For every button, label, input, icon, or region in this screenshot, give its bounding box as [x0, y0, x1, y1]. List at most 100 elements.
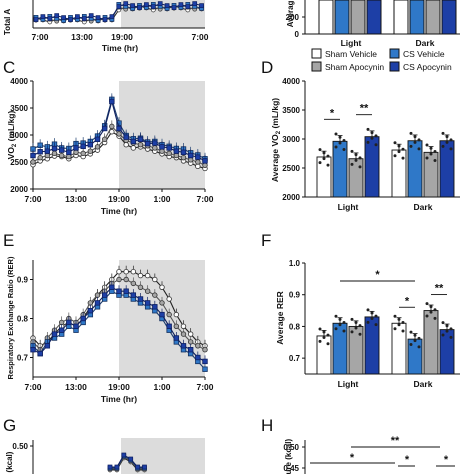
- data-point: [73, 145, 79, 151]
- x-tick-label: 13:00: [65, 382, 87, 392]
- bar-dot: [338, 323, 342, 327]
- bar-dot: [370, 131, 374, 135]
- bar-dot: [318, 327, 322, 331]
- y-tick-label: 0.7: [17, 354, 29, 363]
- panel-g-y-tick-050: 0.50: [12, 442, 28, 451]
- bar-dot: [326, 333, 330, 337]
- bar-dot: [366, 140, 370, 144]
- significance-label: *: [330, 107, 335, 119]
- bar-dot: [374, 134, 378, 138]
- panel-b-y-label: Averag: [286, 0, 295, 27]
- data-point: [47, 16, 53, 21]
- bar-dot: [401, 320, 405, 324]
- bar-dot: [338, 135, 342, 139]
- data-point: [123, 276, 129, 283]
- y-tick-label: 3000: [282, 135, 300, 144]
- data-point: [80, 143, 86, 150]
- data-point: [116, 4, 122, 9]
- panel-letter-f: F: [261, 231, 271, 250]
- data-point: [37, 149, 43, 155]
- data-point: [152, 292, 158, 298]
- data-point: [137, 5, 142, 10]
- data-point: [58, 147, 65, 153]
- data-point: [137, 284, 144, 290]
- data-point: [66, 153, 72, 160]
- data-point: [88, 13, 94, 18]
- bar-dot: [401, 329, 405, 333]
- data-point: [33, 17, 39, 22]
- data-point: [58, 152, 65, 159]
- data-point: [144, 2, 149, 7]
- data-point: [40, 14, 46, 19]
- bar-dot: [334, 314, 338, 318]
- bar-dot: [318, 161, 322, 165]
- data-point: [101, 125, 108, 132]
- data-point: [123, 134, 129, 140]
- bar-dot: [326, 154, 330, 158]
- data-point: [185, 4, 191, 9]
- data-point: [116, 125, 122, 132]
- legend-label-cs-apocynin: CS Apocynin: [403, 62, 452, 72]
- data-point: [195, 163, 201, 170]
- data-point: [144, 300, 151, 306]
- bar-dot: [350, 162, 354, 166]
- bar-dot: [358, 165, 362, 169]
- bar-dot: [326, 342, 330, 346]
- bar-dot: [326, 163, 330, 167]
- data-point: [58, 319, 65, 326]
- data-point: [137, 296, 144, 302]
- panel-b-y-tick-0: 0: [295, 30, 300, 39]
- data-point: [130, 145, 137, 151]
- data-point: [66, 149, 72, 155]
- data-point: [101, 136, 108, 143]
- legend-swatch-cs-vehicle: [389, 48, 400, 59]
- bar-dot: [322, 151, 326, 155]
- panel-letter-g: G: [3, 416, 16, 435]
- significance-label: *: [405, 295, 410, 307]
- bar-dot: [449, 335, 453, 339]
- bar-dot: [350, 317, 354, 321]
- data-point: [135, 464, 140, 470]
- bar-dot: [350, 149, 354, 153]
- panel-h-y-tick-050: 0.50: [283, 443, 299, 452]
- panel-letter-e: E: [3, 231, 14, 250]
- legend: Sham Vehicle CS Vehicle Sham Apocynin CS…: [311, 48, 452, 72]
- legend-swatch-sham-vehicle: [311, 48, 322, 59]
- chart-e-rer-time: 0.7 0.8 0.9 7:00 13:00 19:00 1:00 7:00 Time (hr)…: [6, 256, 214, 404]
- data-point: [173, 148, 180, 154]
- x-tick-label: 7:00: [24, 382, 41, 392]
- significance-label: **: [435, 283, 444, 295]
- bar-dot: [433, 308, 437, 312]
- category-label-light: Light: [338, 379, 359, 389]
- data-point: [180, 331, 187, 337]
- bar-dot: [449, 147, 453, 151]
- data-point: [152, 304, 158, 310]
- panel-letter-d: D: [261, 58, 273, 77]
- y-tick-label: 3500: [282, 106, 300, 115]
- data-point: [44, 148, 51, 154]
- data-point: [144, 288, 151, 294]
- data-point: [180, 343, 187, 349]
- panel-b-bar-light-2: [334, 0, 350, 35]
- bar-dot: [397, 144, 401, 148]
- panel-a-y-label: Total A: [3, 9, 12, 35]
- bar-dot: [449, 327, 453, 331]
- bar-dot: [433, 316, 437, 320]
- data-point: [164, 3, 170, 8]
- data-point: [159, 300, 165, 306]
- data-point: [180, 154, 187, 161]
- panel-g-lines: [107, 452, 147, 473]
- bar-dot: [445, 329, 449, 333]
- data-point: [137, 136, 144, 143]
- data-point: [187, 346, 194, 353]
- bar-dot: [354, 158, 358, 162]
- bar-dot: [425, 143, 429, 147]
- data-point: [180, 149, 187, 155]
- bar-dot: [374, 323, 378, 327]
- data-point: [144, 140, 151, 147]
- legend-label-cs-vehicle: CS Vehicle: [403, 49, 445, 59]
- panel-b-bar-dark-3: [425, 0, 441, 35]
- y-tick-label: 0.8: [17, 315, 29, 324]
- panel-h-sig-label-1: *: [350, 452, 355, 464]
- data-point: [116, 131, 122, 137]
